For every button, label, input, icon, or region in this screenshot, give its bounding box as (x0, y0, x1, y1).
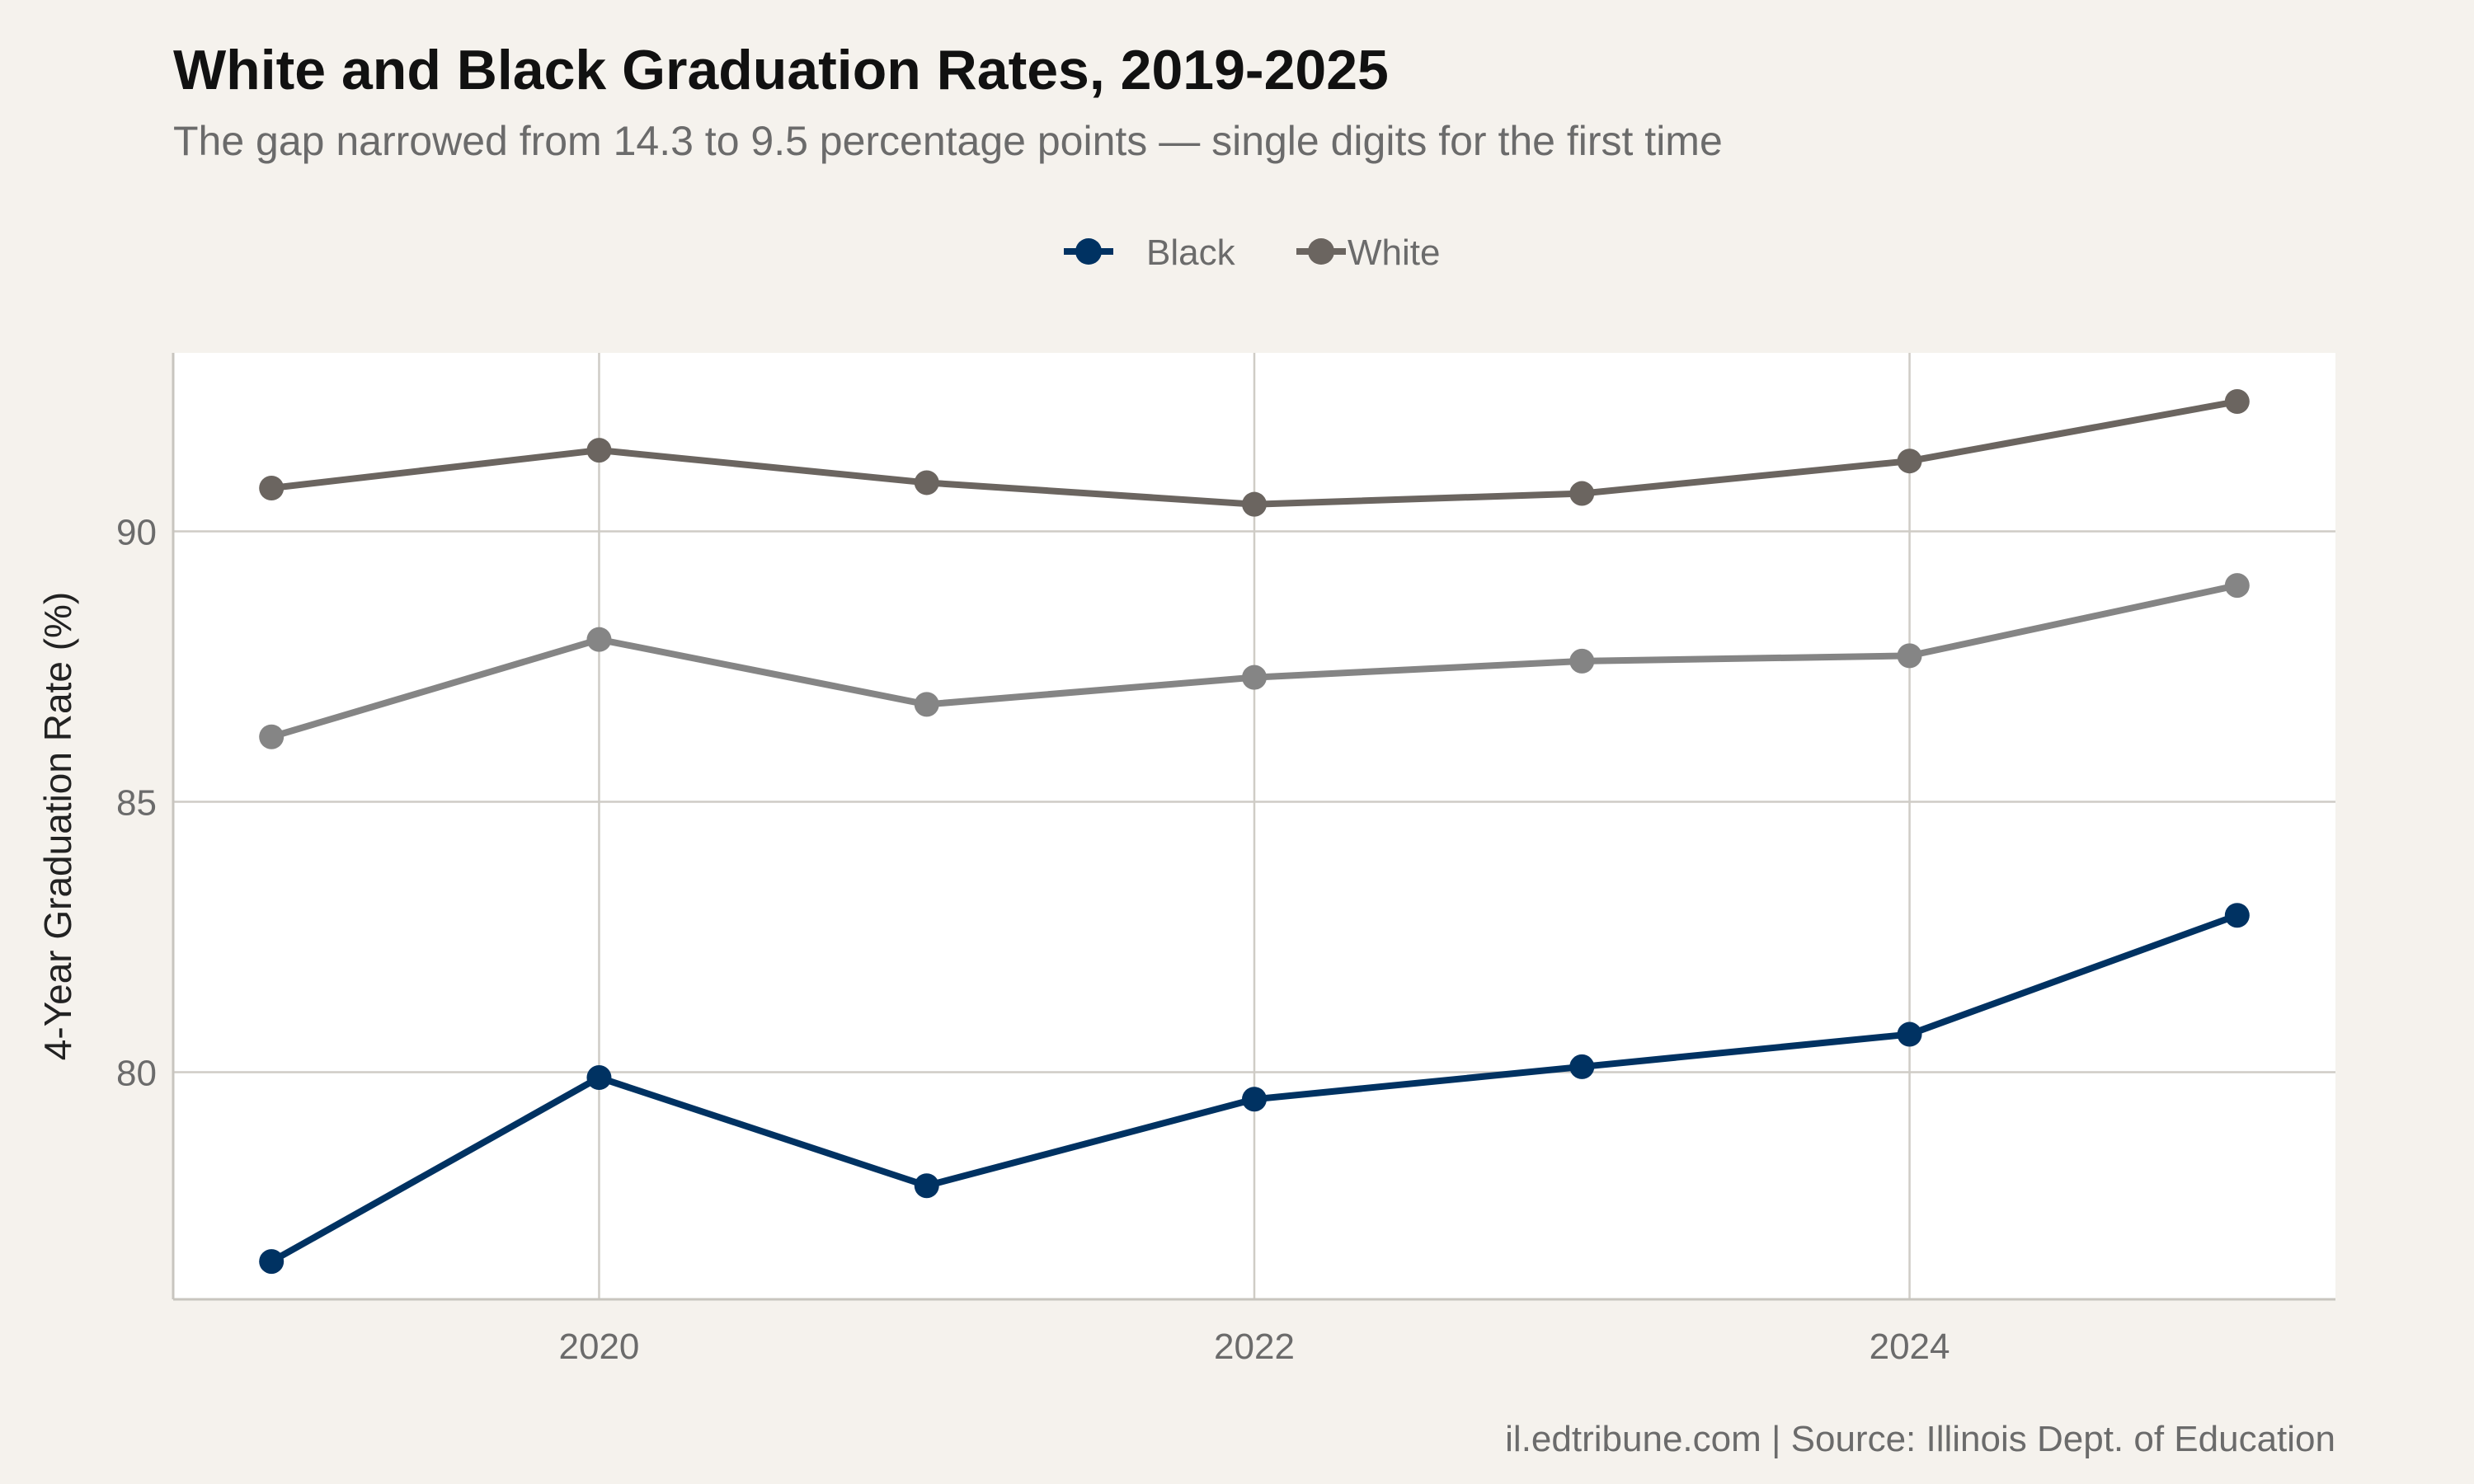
data-point-unlabeled (1569, 648, 1595, 674)
y-tick-label: 85 (116, 782, 157, 823)
y-tick-label: 90 (116, 512, 157, 552)
data-point-black (914, 1173, 939, 1199)
chart-subtitle: The gap narrowed from 14.3 to 9.5 percen… (173, 118, 1723, 164)
legend-key-dot (1308, 238, 1334, 265)
data-point-unlabeled (1242, 665, 1267, 690)
data-point-unlabeled (914, 692, 939, 717)
grid (173, 353, 2335, 1299)
x-tick-label: 2020 (559, 1327, 640, 1367)
y-tick-label: 80 (116, 1053, 157, 1093)
x-tick-label: 2022 (1214, 1327, 1295, 1367)
data-point-black (1569, 1054, 1595, 1079)
legend: Black White (1064, 232, 1440, 273)
chart-caption: il.edtribune.com | Source: Illinois Dept… (1505, 1419, 2335, 1459)
data-point-white (2224, 389, 2250, 415)
data-point-unlabeled (1897, 643, 1922, 669)
axes (172, 353, 2335, 1301)
data-point-unlabeled (586, 627, 612, 652)
data-point-black (1242, 1087, 1267, 1112)
data-point-white (1569, 481, 1595, 506)
chart-title: White and Black Graduation Rates, 2019-2… (173, 39, 1389, 101)
data-point-unlabeled (259, 724, 285, 749)
x-tick-label: 2024 (1870, 1327, 1950, 1367)
tick-labels: 80 85 90 2020 2022 2024 (116, 512, 1950, 1367)
legend-label: Black (1146, 232, 1236, 273)
data-point-white (586, 438, 612, 463)
data-point-black (259, 1249, 285, 1275)
data-point-white (1897, 448, 1922, 474)
data-point-white (259, 476, 285, 500)
data-point-white (914, 470, 939, 495)
data-point-black (1897, 1021, 1922, 1047)
series-layer (259, 389, 2250, 1275)
data-point-white (1242, 491, 1267, 517)
data-point-black (586, 1065, 612, 1091)
y-axis-title: 4-Year Graduation Rate (%) (36, 592, 79, 1061)
data-point-unlabeled (2224, 573, 2250, 599)
legend-label: White (1348, 232, 1440, 273)
legend-key-dot (1075, 238, 1102, 265)
data-point-black (2224, 903, 2250, 928)
legend-item-black: Black (1064, 232, 1236, 273)
legend-item-white: White (1296, 232, 1440, 273)
